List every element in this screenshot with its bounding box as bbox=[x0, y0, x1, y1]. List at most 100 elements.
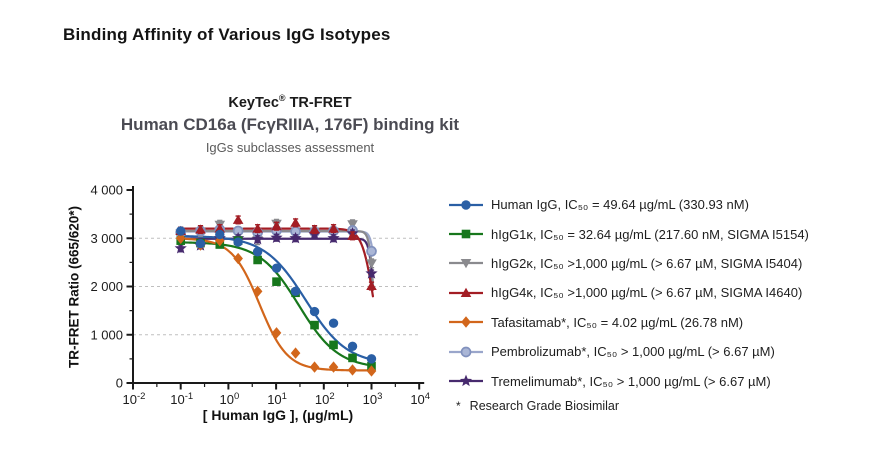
y-tick-label: 2 000 bbox=[90, 279, 123, 294]
asterisk-mark: * bbox=[456, 399, 461, 413]
tafasitamab-curve bbox=[178, 237, 375, 372]
x-tick-label: 104 bbox=[410, 391, 430, 407]
tafasitamab-marker bbox=[214, 234, 225, 247]
higg4k-marker bbox=[195, 224, 206, 234]
legend: Human IgG, IC₅₀ = 49.64 µg/mL (330.93 nM… bbox=[448, 190, 809, 396]
x-tick-label: 102 bbox=[315, 391, 335, 407]
tremelimumab-marker bbox=[251, 232, 264, 245]
assessment-subtitle: IgGs subclasses assessment bbox=[205, 140, 375, 155]
x-tick-label: 101 bbox=[267, 391, 287, 407]
pembrolizumab-marker bbox=[366, 245, 377, 257]
human-igg-marker bbox=[366, 354, 377, 364]
human-igg-marker bbox=[328, 318, 339, 328]
legend-item-higg4k: hIgG4κ, IC₅₀ >1,000 µg/mL (> 6.67 µM, SI… bbox=[448, 278, 809, 307]
legend-label: Tafasitamab*, IC₅₀ = 4.02 µg/mL (26.78 n… bbox=[491, 314, 744, 330]
tafasitamab-legend-marker bbox=[449, 316, 483, 328]
higg4k-marker bbox=[214, 223, 226, 233]
higg1k-marker bbox=[348, 353, 357, 363]
higg1k-marker bbox=[329, 340, 338, 350]
higg4k-legend-marker bbox=[449, 287, 483, 297]
footnote-text: Research Grade Biosimilar bbox=[469, 399, 620, 413]
human-igg-legend-marker bbox=[449, 199, 483, 210]
higg1k-marker bbox=[310, 320, 319, 330]
higg4k-marker bbox=[232, 214, 244, 224]
higg2k-marker bbox=[366, 259, 377, 269]
brand-suffix: TR-FRET bbox=[285, 95, 352, 111]
tremelimumab-marker bbox=[459, 374, 473, 387]
higg4k-marker bbox=[328, 223, 339, 233]
y-tick-label: 3 000 bbox=[90, 231, 123, 246]
tafasitamab-marker bbox=[252, 285, 263, 298]
tafasitamab-marker bbox=[328, 361, 339, 373]
y-tick-label: 1 000 bbox=[90, 327, 123, 342]
legend-item-tafasitamab: Tafasitamab*, IC₅₀ = 4.02 µg/mL (26.78 n… bbox=[448, 308, 809, 337]
kit-name: Human CD16a (FcγRIIIA, 176F) binding kit bbox=[120, 115, 460, 134]
human-igg-marker bbox=[309, 306, 320, 317]
x-tick-label: 10-1 bbox=[170, 391, 193, 407]
higg4k-marker bbox=[347, 230, 358, 240]
dose-response-plot: 0 1 000 2 000 3 000 4 000 10-2 10-1 100 101 102 10… bbox=[90, 183, 430, 408]
legend-label: hIgG1κ, IC₅₀ = 32.64 µg/mL (217.60 nM, S… bbox=[491, 226, 809, 242]
x-axis-title: [ Human IgG ], (µg/mL) bbox=[202, 407, 354, 423]
higg4k-marker bbox=[252, 223, 263, 233]
legend-item-human-igg: Human IgG, IC₅₀ = 49.64 µg/mL (330.93 nM… bbox=[448, 190, 809, 219]
higg4k-marker bbox=[366, 280, 377, 291]
higg1k-legend-marker bbox=[449, 229, 483, 239]
legend-item-higg2k: hIgG2κ, IC₅₀ >1,000 µg/mL (> 6.67 µM, SI… bbox=[448, 249, 809, 278]
tafasitamab-marker bbox=[347, 364, 358, 376]
tremelimumab-legend-marker bbox=[449, 374, 483, 387]
legend-footnote: * Research Grade Biosimilar bbox=[456, 399, 619, 413]
human-igg-marker bbox=[271, 263, 282, 273]
legend-item-tremelimumab: Tremelimumab*, IC₅₀ > 1,000 µg/mL (> 6.6… bbox=[448, 366, 809, 395]
tafasitamab-marker bbox=[271, 327, 282, 339]
tafasitamab-marker bbox=[175, 232, 186, 244]
tremelimumab-marker bbox=[174, 241, 187, 254]
higg4k-marker bbox=[460, 287, 472, 297]
kit-brand-line: KeyTec® TR-FRET bbox=[90, 94, 490, 111]
higg4k-marker bbox=[309, 224, 320, 234]
human-igg-marker bbox=[215, 229, 225, 240]
legend-label: Human IgG, IC₅₀ = 49.64 µg/mL (330.93 nM… bbox=[491, 197, 749, 213]
tremelimumab-marker bbox=[327, 231, 340, 244]
tafasitamab-marker bbox=[461, 316, 471, 328]
pembrolizumab-marker bbox=[460, 346, 472, 357]
human-igg-marker bbox=[347, 341, 358, 352]
x-tick-label: 100 bbox=[220, 391, 240, 407]
higg1k-marker bbox=[461, 229, 471, 239]
legend-label: hIgG2κ, IC₅₀ >1,000 µg/mL (> 6.67 µM, SI… bbox=[491, 255, 803, 271]
pembrolizumab-legend-marker bbox=[449, 346, 483, 357]
tafasitamab-marker bbox=[290, 347, 301, 359]
human-igg-marker bbox=[252, 247, 263, 257]
higg1k-points bbox=[176, 236, 376, 371]
page-title: Binding Affinity of Various IgG Isotypes bbox=[63, 25, 391, 44]
tafasitamab-marker bbox=[233, 252, 243, 265]
tremelimumab-marker bbox=[289, 231, 302, 244]
higg4k-points bbox=[175, 214, 377, 291]
brand-name: KeyTec bbox=[228, 95, 279, 111]
human-igg-points bbox=[176, 226, 377, 364]
higg2k-marker bbox=[347, 220, 358, 230]
legend-label: Pembrolizumab*, IC₅₀ > 1,000 µg/mL (> 6.… bbox=[491, 344, 775, 360]
chart-header: KeyTec® TR-FRET Human CD16a (FcγRIIIA, 1… bbox=[90, 94, 490, 155]
human-igg-marker bbox=[233, 237, 243, 247]
legend-label: Tremelimumab*, IC₅₀ > 1,000 µg/mL (> 6.6… bbox=[491, 373, 771, 389]
human-igg-curve bbox=[178, 235, 375, 361]
human-igg-marker bbox=[176, 226, 186, 236]
higg2k-marker bbox=[460, 259, 472, 269]
human-igg-marker bbox=[195, 238, 206, 249]
legend-label: hIgG4κ, IC₅₀ >1,000 µg/mL (> 6.67 µM, SI… bbox=[491, 285, 803, 301]
legend-item-higg1k: hIgG1κ, IC₅₀ = 32.64 µg/mL (217.60 nM, S… bbox=[448, 219, 809, 248]
tafasitamab-points bbox=[175, 232, 377, 377]
y-axis-label: TR-FRET Ratio (665/620*) bbox=[66, 205, 82, 369]
x-tick-label: 103 bbox=[363, 391, 383, 407]
tafasitamab-marker bbox=[366, 365, 377, 377]
higg4k-marker bbox=[290, 217, 301, 227]
tremelimumab-marker bbox=[365, 267, 378, 279]
higg1k-marker bbox=[272, 277, 281, 286]
tremelimumab-marker bbox=[270, 231, 283, 243]
human-igg-marker bbox=[290, 286, 301, 297]
y-tick-label: 4 000 bbox=[90, 183, 123, 198]
y-tick-label: 0 bbox=[116, 376, 123, 391]
human-igg-marker bbox=[461, 199, 471, 210]
